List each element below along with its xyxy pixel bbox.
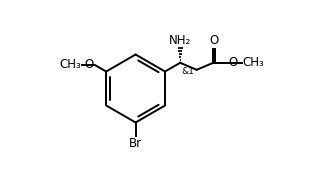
- Text: NH₂: NH₂: [169, 34, 191, 47]
- Text: O: O: [228, 56, 238, 69]
- Text: &1: &1: [181, 67, 194, 76]
- Text: Br: Br: [129, 137, 142, 150]
- Text: CH₃: CH₃: [243, 56, 264, 69]
- Text: CH₃: CH₃: [59, 58, 81, 72]
- Text: O: O: [85, 58, 94, 72]
- Text: O: O: [210, 34, 219, 47]
